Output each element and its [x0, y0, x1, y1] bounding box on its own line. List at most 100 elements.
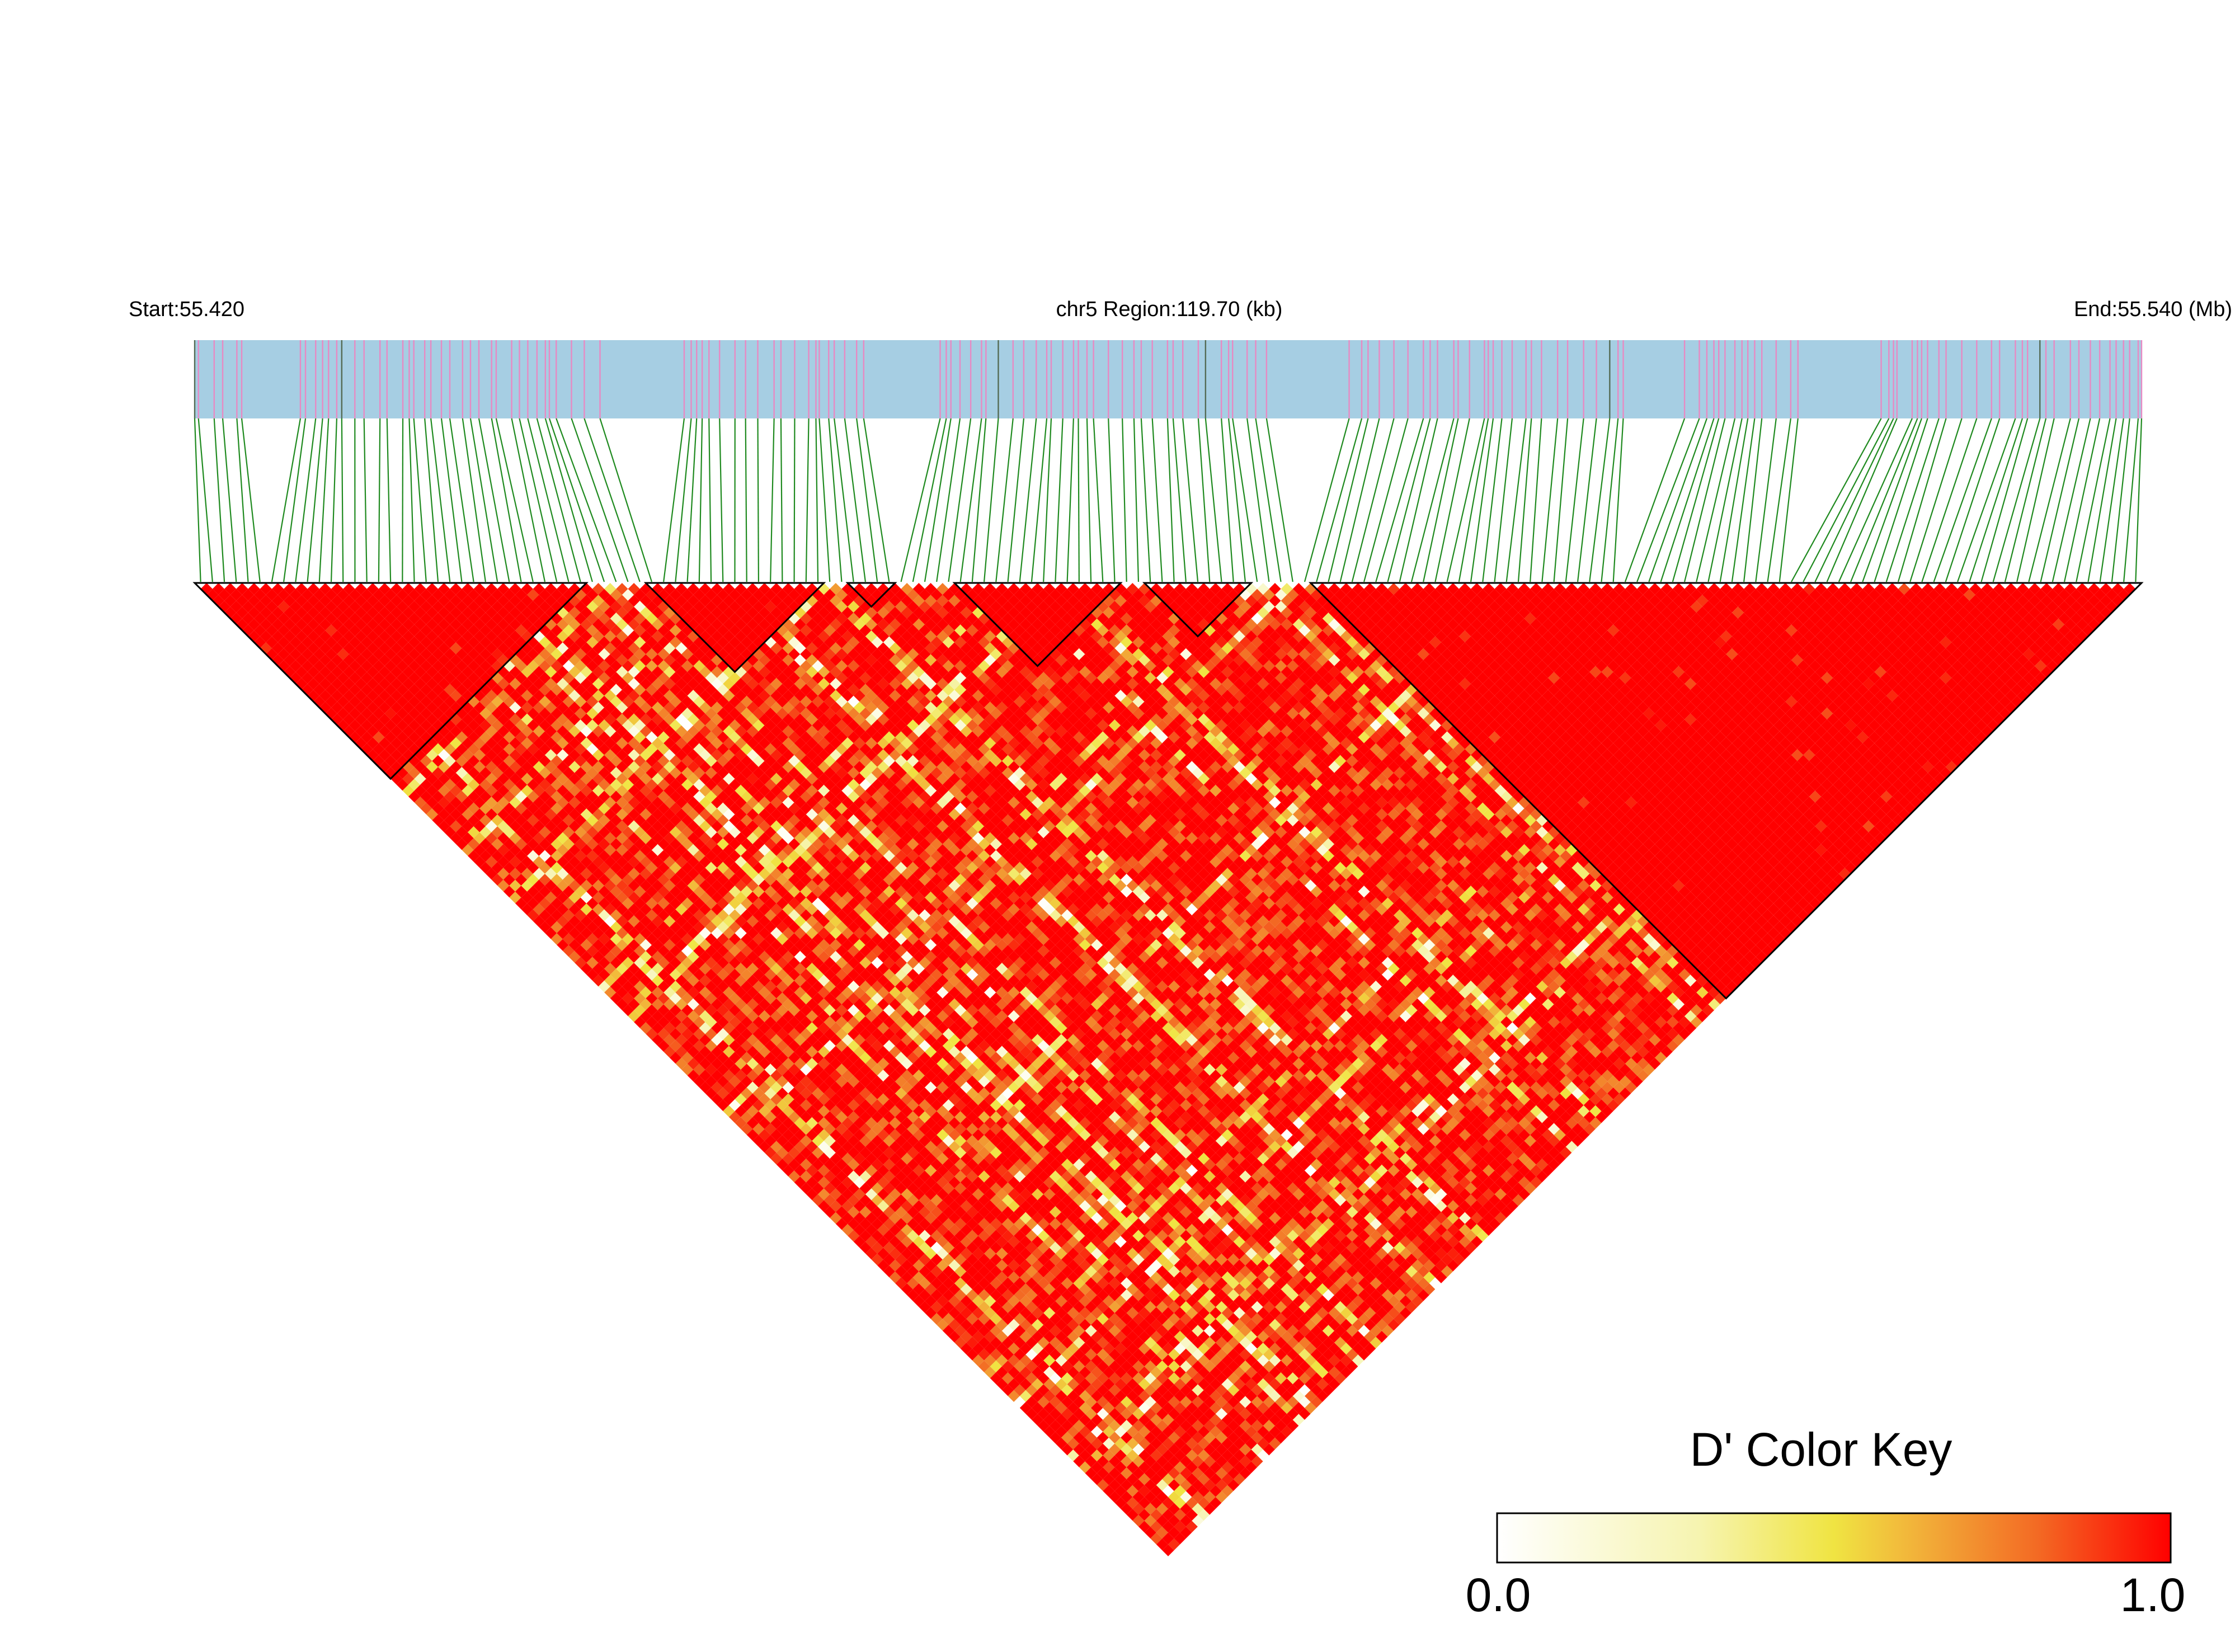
ld-cell [420, 707, 432, 720]
ld-cell [544, 868, 557, 880]
ld-cell [468, 838, 480, 850]
ld-cell [343, 630, 355, 643]
ld-cell [515, 862, 528, 874]
ld-cell [651, 950, 664, 963]
snp-connector-line [1228, 418, 1246, 582]
ld-cell [919, 1230, 931, 1242]
ld-cell [396, 731, 408, 743]
ld-cell [812, 1075, 824, 1088]
ld-cell [628, 986, 640, 999]
ld-cell [895, 1241, 907, 1254]
ld-cell [1126, 1425, 1138, 1438]
ld-cell [925, 1307, 937, 1319]
ld-cell [550, 862, 563, 874]
ld-cell [735, 1034, 747, 1046]
ld-cell [681, 992, 694, 1005]
ld-cell [1067, 1425, 1079, 1438]
ld-cell [366, 702, 379, 714]
ld-cell [1008, 1378, 1020, 1390]
ld-cell [462, 773, 474, 785]
ld-cell [1121, 1432, 1133, 1444]
snp-connector-line [719, 418, 724, 582]
ld-cell [515, 802, 528, 815]
snp-connector-line [1672, 418, 1720, 582]
ld-cell [1168, 1443, 1180, 1456]
snp-connector-line [1221, 418, 1234, 582]
ld-cell [930, 1206, 943, 1218]
ld-cell [1126, 1496, 1138, 1509]
ld-cell [1108, 1455, 1121, 1467]
ld-cell [848, 1159, 860, 1171]
ld-cell [984, 1366, 996, 1378]
ld-cell [455, 731, 468, 743]
ld-cell [1126, 1509, 1138, 1521]
ld-cell [871, 1253, 883, 1266]
ld-cell [598, 957, 610, 969]
ld-cell [544, 856, 557, 868]
ld-cell [503, 826, 515, 839]
ld-cell [699, 975, 712, 987]
ld-cell [260, 618, 272, 630]
ld-cell [414, 689, 426, 702]
ld-cell [841, 1129, 854, 1141]
ld-cell [568, 950, 581, 963]
ld-cell [824, 1194, 836, 1207]
ld-cell [1091, 1366, 1103, 1378]
ld-cell [622, 968, 634, 981]
ld-cell [402, 773, 415, 785]
ld-cell [462, 737, 474, 750]
ld-cell [260, 630, 272, 643]
ld-cell [1067, 1378, 1079, 1390]
ld-cell [1138, 1509, 1151, 1521]
ld-cell [598, 980, 610, 993]
ld-cell [806, 1176, 818, 1189]
ld-cell [824, 1075, 836, 1088]
ld-cell [1055, 1437, 1067, 1450]
ld-cell [1073, 1384, 1085, 1396]
ld-cell [972, 1307, 985, 1319]
ld-cell [485, 773, 498, 785]
ld-cell [539, 909, 551, 921]
ld-cell [752, 1111, 765, 1123]
ld-cell [343, 702, 355, 714]
ld-cell [818, 1200, 830, 1212]
ld-cell [503, 802, 515, 815]
ld-cell [1043, 1366, 1056, 1378]
ld-cell [752, 1028, 765, 1040]
ld-cell [930, 1182, 943, 1194]
ld-cell [473, 773, 486, 785]
ld-cell [865, 1164, 878, 1176]
ld-cell [966, 1348, 978, 1361]
ld-cell [438, 737, 450, 750]
ld-cell [1031, 1330, 1044, 1343]
ld-cell [497, 879, 510, 892]
snp-connector-line [413, 418, 427, 582]
ld-cell [284, 618, 296, 630]
ld-cell [1067, 1390, 1079, 1402]
ld-cell [242, 613, 255, 625]
ld-cell [853, 1164, 865, 1176]
ld-cell [539, 862, 551, 874]
ld-cell [1091, 1461, 1103, 1474]
ld-cell [930, 1289, 943, 1301]
snp-connector-line [2063, 418, 2101, 582]
ld-cell [550, 826, 563, 839]
ld-cell [948, 1200, 961, 1212]
ld-cell [705, 992, 717, 1005]
ld-cell [646, 921, 658, 933]
snp-connector-line [571, 418, 629, 582]
ld-cell [319, 630, 332, 643]
ld-cell [812, 1194, 824, 1207]
ld-cell [610, 968, 622, 981]
ld-cell [865, 1176, 878, 1189]
ld-cell [509, 820, 521, 832]
snp-connector-line [1043, 418, 1052, 582]
ld-cell [1168, 1479, 1180, 1491]
ld-cell [432, 766, 444, 779]
ld-cell [307, 618, 319, 630]
ld-cell [468, 790, 480, 803]
ld-cell [373, 660, 385, 672]
ld-cell [604, 950, 617, 963]
ld-cell [746, 1105, 759, 1117]
ld-cell [610, 957, 622, 969]
